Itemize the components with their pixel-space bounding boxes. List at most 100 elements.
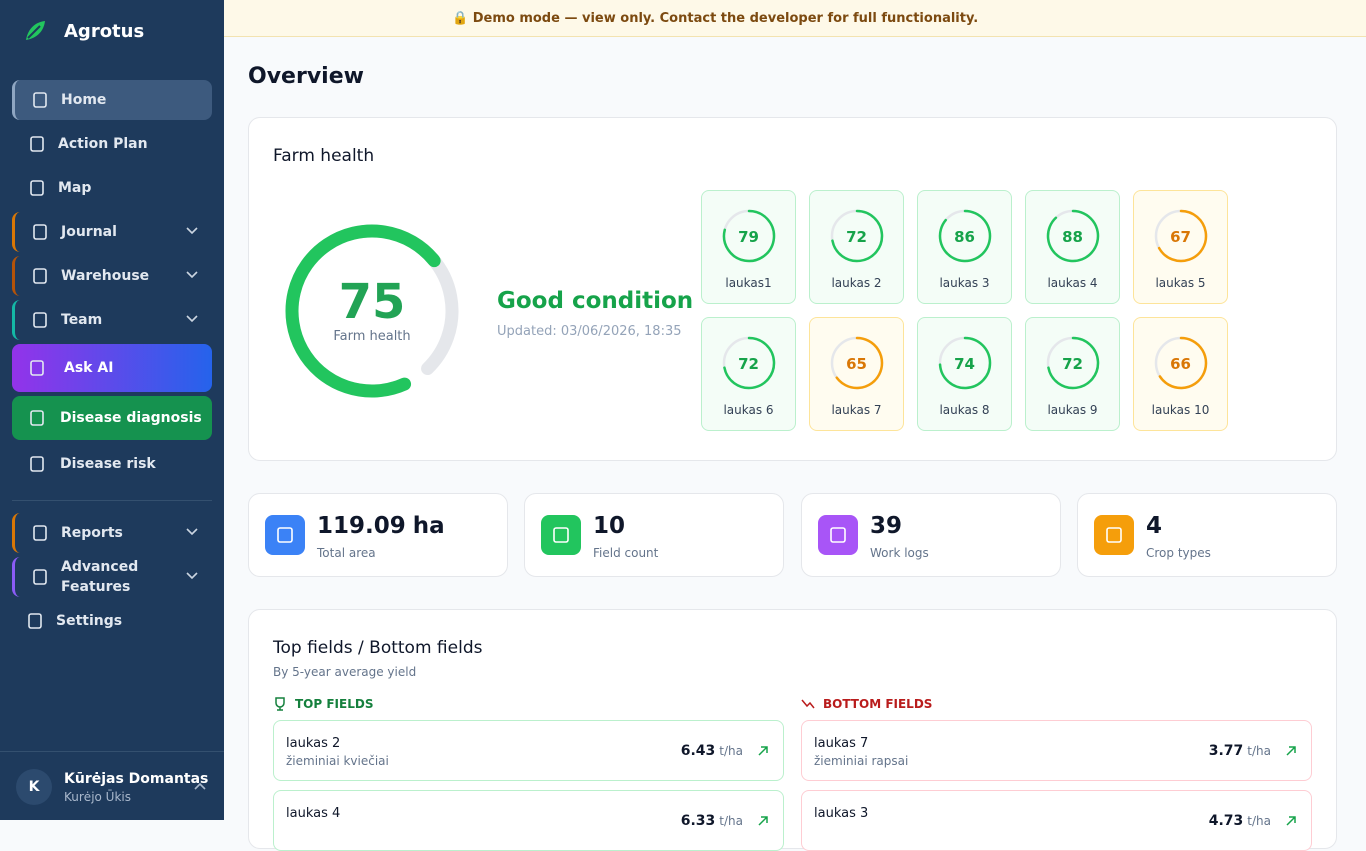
icon-shape [33, 268, 47, 284]
icon-shape [30, 136, 44, 152]
field-score: 65 [846, 355, 867, 373]
nav-label: Warehouse [61, 268, 150, 284]
field-row[interactable]: laukas 7 žieminiai rapsai 3.77 t/ha [801, 720, 1312, 781]
nav-label: Settings [56, 613, 123, 629]
nav-icon [33, 224, 47, 240]
nav-label: Team [61, 312, 103, 328]
stat-icon [541, 515, 581, 555]
field-tile[interactable]: 74 laukas 8 [917, 317, 1012, 431]
field-ring [938, 336, 992, 390]
ring-value [723, 336, 776, 390]
nav-icon [33, 92, 47, 108]
nav-label: Map [58, 180, 92, 196]
gauge-value [285, 224, 441, 398]
ring-value [1157, 209, 1208, 263]
stat-label: Crop types [1146, 546, 1211, 560]
yield-unit: t/ha [719, 744, 743, 758]
row-yield: 4.73 t/ha [1209, 813, 1271, 829]
ring-value [938, 209, 992, 263]
stat-value: 10 [593, 513, 625, 539]
ring-value [722, 209, 776, 263]
nav-icon [28, 613, 42, 629]
field-tile[interactable]: 72 laukas 9 [1025, 317, 1120, 431]
field-tile[interactable]: 66 laukas 10 [1133, 317, 1228, 431]
nav-item[interactable]: Disease diagnosis [12, 396, 212, 440]
field-row[interactable]: laukas 3 4.73 t/ha [801, 790, 1312, 851]
nav-item[interactable]: Warehouse [12, 256, 212, 296]
chevron [186, 528, 198, 536]
stat-number: 10 [593, 513, 626, 539]
field-name: laukas 10 [1151, 403, 1210, 417]
brand-name: Agrotus [64, 21, 145, 42]
field-tile[interactable]: 72 laukas 6 [701, 317, 796, 431]
field-score: 86 [954, 228, 975, 246]
trend-arrow [758, 746, 768, 756]
nav-item[interactable]: Reports [12, 513, 212, 553]
icon-shape [33, 312, 47, 328]
nav-item[interactable]: Disease risk [12, 444, 212, 484]
field-tile[interactable]: 65 laukas 7 [809, 317, 904, 431]
nav-chevron [186, 315, 198, 323]
ring-value [1046, 209, 1100, 263]
nav-item[interactable]: Advanced Features [12, 557, 212, 597]
nav-icon [30, 136, 44, 152]
row-crop: žieminiai kviečiai [286, 754, 389, 768]
field-row[interactable]: laukas 2 žieminiai kviečiai 6.43 t/ha [273, 720, 784, 781]
nav-item[interactable]: Journal [12, 212, 212, 252]
field-tile[interactable]: 72 laukas 2 [809, 190, 904, 304]
trend-arrow [1286, 816, 1296, 826]
heading-icon [801, 699, 815, 709]
stat-value: 39 [870, 513, 902, 539]
stat-value: 4 [1146, 513, 1162, 539]
user-avatar[interactable]: K [16, 769, 52, 805]
field-ring [830, 336, 884, 390]
nav-icon [30, 180, 44, 196]
field-tile[interactable]: 86 laukas 3 [917, 190, 1012, 304]
health-score: 75 [338, 274, 406, 330]
yield-value: 4.73 [1208, 813, 1244, 829]
field-ring [1154, 209, 1208, 263]
yield-value: 6.33 [680, 813, 716, 829]
health-gauge [285, 224, 459, 398]
user-menu-toggle[interactable] [194, 782, 206, 790]
list-heading: BOTTOM FIELDS [823, 697, 933, 711]
field-tile[interactable]: 88 laukas 4 [1025, 190, 1120, 304]
icon-shape [553, 527, 569, 543]
stat-number: 4 [1146, 513, 1163, 539]
health-updated: Updated: 03/06/2026, 18:35 [497, 324, 682, 339]
icon-shape [830, 527, 846, 543]
row-crop: žieminiai rapsai [814, 754, 909, 768]
field-score: 88 [1062, 228, 1083, 246]
field-name: laukas 5 [1155, 276, 1206, 290]
icon-shape [33, 92, 47, 108]
nav-item[interactable]: Ask AI [12, 344, 212, 392]
field-ring [722, 336, 776, 390]
row-name: laukas 2 [286, 736, 341, 751]
nav-item[interactable]: Team [12, 300, 212, 340]
field-name: laukas 8 [939, 403, 990, 417]
brand-logo [26, 21, 45, 40]
nav-label: Home [61, 92, 107, 108]
stat-icon [818, 515, 858, 555]
nav-icon [33, 312, 47, 328]
field-row[interactable]: laukas 4 6.33 t/ha [273, 790, 784, 851]
health-status: Good condition [497, 288, 694, 314]
stat-card: 4 Crop types [1077, 493, 1337, 577]
field-tile[interactable]: 67 laukas 5 [1133, 190, 1228, 304]
card-subtitle: By 5-year average yield [273, 665, 417, 679]
nav-item[interactable]: Map [12, 168, 212, 208]
stat-card: 39 Work logs [801, 493, 1061, 577]
nav-icon [30, 410, 44, 426]
row-name: laukas 3 [814, 806, 869, 821]
field-tile[interactable]: 79 laukas1 [701, 190, 796, 304]
heading-glyph [801, 699, 815, 709]
stat-label: Work logs [870, 546, 929, 560]
divider [12, 500, 212, 501]
arrow [1286, 746, 1296, 756]
nav-item[interactable]: Action Plan [12, 124, 212, 164]
nav-item[interactable]: Home [12, 80, 212, 120]
divider [0, 751, 224, 752]
main: 🔒 Demo mode — view only. Contact the dev… [224, 0, 1366, 851]
nav-item[interactable]: Settings [0, 601, 200, 641]
nav-icon [33, 525, 47, 541]
